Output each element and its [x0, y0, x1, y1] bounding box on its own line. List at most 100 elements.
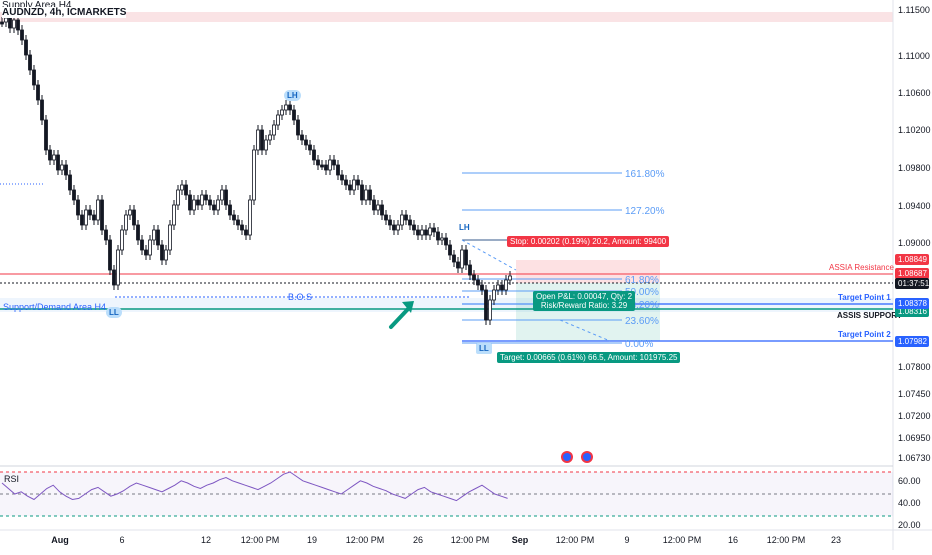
- price-tag-a: 1.08687: [895, 268, 929, 279]
- candle: [376, 204, 380, 211]
- candle: [220, 189, 224, 201]
- candle: [364, 189, 368, 201]
- candle: [148, 239, 152, 256]
- target-amount-label[interactable]: Target: 0.00665 (0.61%) 66.5, Amount: 10…: [497, 352, 681, 363]
- target2-label: Target Point 2: [838, 330, 891, 339]
- candle: [456, 261, 460, 269]
- candle: [156, 229, 160, 246]
- candle: [96, 199, 100, 221]
- candle: [48, 149, 52, 161]
- candle: [196, 199, 200, 206]
- price-tick-label: 1.09400: [898, 201, 931, 211]
- candle: [332, 159, 336, 166]
- candle: [360, 184, 364, 201]
- candle: [180, 184, 184, 191]
- candle: [240, 224, 244, 231]
- price-tick-label: 1.06950: [898, 433, 931, 443]
- candle: [244, 229, 248, 236]
- candle: [348, 184, 352, 191]
- candle: [480, 284, 484, 291]
- candle: [476, 279, 480, 286]
- candle: [436, 231, 440, 241]
- candle: [212, 204, 216, 211]
- time-tick-label: 12:00 PM: [663, 535, 702, 545]
- price-tick-label: 1.07200: [898, 411, 931, 421]
- candle: [128, 209, 132, 216]
- risk-reward-text: Risk/Reward Ratio: 3.29: [540, 301, 628, 310]
- ll-label-right: LL: [476, 343, 492, 354]
- time-tick-label: Sep: [512, 535, 529, 545]
- target1-price-tag: 1.08378: [895, 298, 929, 309]
- candle: [448, 244, 452, 256]
- time-tick-label: 12:00 PM: [556, 535, 595, 545]
- stop-label[interactable]: Stop: 0.00202 (0.19%) 20.2, Amount: 9940…: [507, 236, 670, 247]
- price-tick-label: 1.07450: [898, 389, 931, 399]
- candle: [88, 209, 92, 216]
- open-pl-text: Open P&L: 0.00047, Qty: 2: [536, 292, 633, 301]
- price-tick-label: 1.10600: [898, 88, 931, 98]
- time-tick-label: 12:00 PM: [346, 535, 385, 545]
- candle: [224, 189, 228, 206]
- candle: [0, 21, 4, 25]
- candle: [136, 224, 140, 241]
- demand-label: Support/Demand Area H4: [3, 302, 107, 312]
- fib-level-label: 38.20%: [625, 300, 659, 311]
- candle: [440, 237, 444, 241]
- candle: [32, 69, 36, 86]
- candle: [264, 139, 268, 151]
- candle: [432, 227, 436, 233]
- bos-label: B.O.S: [288, 292, 313, 302]
- price-tick-label: 1.10200: [898, 125, 931, 135]
- candle: [292, 109, 296, 121]
- fib-level-label: 50.00%: [625, 287, 659, 298]
- candle: [232, 214, 236, 221]
- open-pl-label[interactable]: Open P&L: 0.00047, Qty: 2 Risk/Reward Ra…: [533, 291, 636, 311]
- candle: [76, 199, 80, 216]
- candle: [84, 209, 88, 226]
- candle: [16, 19, 20, 31]
- candle: [312, 149, 316, 161]
- candle: [228, 204, 232, 216]
- time-tick-label: 12:00 PM: [451, 535, 490, 545]
- candle: [356, 179, 360, 186]
- candle: [492, 289, 496, 301]
- ll-label-left: LL: [106, 307, 122, 318]
- candle: [184, 184, 188, 196]
- candle: [340, 174, 344, 181]
- candle: [464, 249, 468, 266]
- candle: [236, 219, 240, 226]
- candle: [416, 229, 420, 236]
- candle: [280, 109, 284, 116]
- fib-level-label: 161.80%: [625, 169, 665, 180]
- candle: [324, 164, 328, 171]
- candle: [120, 229, 124, 251]
- candle: [424, 229, 428, 236]
- bullish-arrow-icon: [389, 301, 414, 329]
- lh-label-top: LH: [284, 90, 301, 101]
- candle: [124, 214, 128, 231]
- rsi-label[interactable]: RSI: [4, 474, 20, 484]
- candle: [404, 214, 408, 221]
- candle: [64, 164, 68, 176]
- candle: [252, 149, 256, 201]
- resistance-label: ASSIA Resistance: [829, 263, 894, 272]
- rsi-tick-label: 20.00: [898, 520, 921, 530]
- fib-level-label: 61.80%: [625, 275, 659, 286]
- candle: [12, 19, 16, 29]
- time-tick-label: 12:00 PM: [241, 535, 280, 545]
- fib-level-label: 127.20%: [625, 206, 665, 217]
- candle: [420, 229, 424, 236]
- candle: [500, 284, 504, 291]
- demand-zone: [0, 298, 893, 312]
- time-tick-label: 9: [624, 535, 629, 545]
- candle: [408, 219, 412, 226]
- candle: [108, 239, 112, 271]
- candle: [72, 189, 76, 201]
- candle: [392, 224, 396, 231]
- time-tick-label: 12:00 PM: [767, 535, 806, 545]
- symbol-title[interactable]: AUDNZD, 4h, ICMARKETS: [2, 7, 127, 18]
- candle: [112, 269, 116, 286]
- candle: [288, 104, 292, 111]
